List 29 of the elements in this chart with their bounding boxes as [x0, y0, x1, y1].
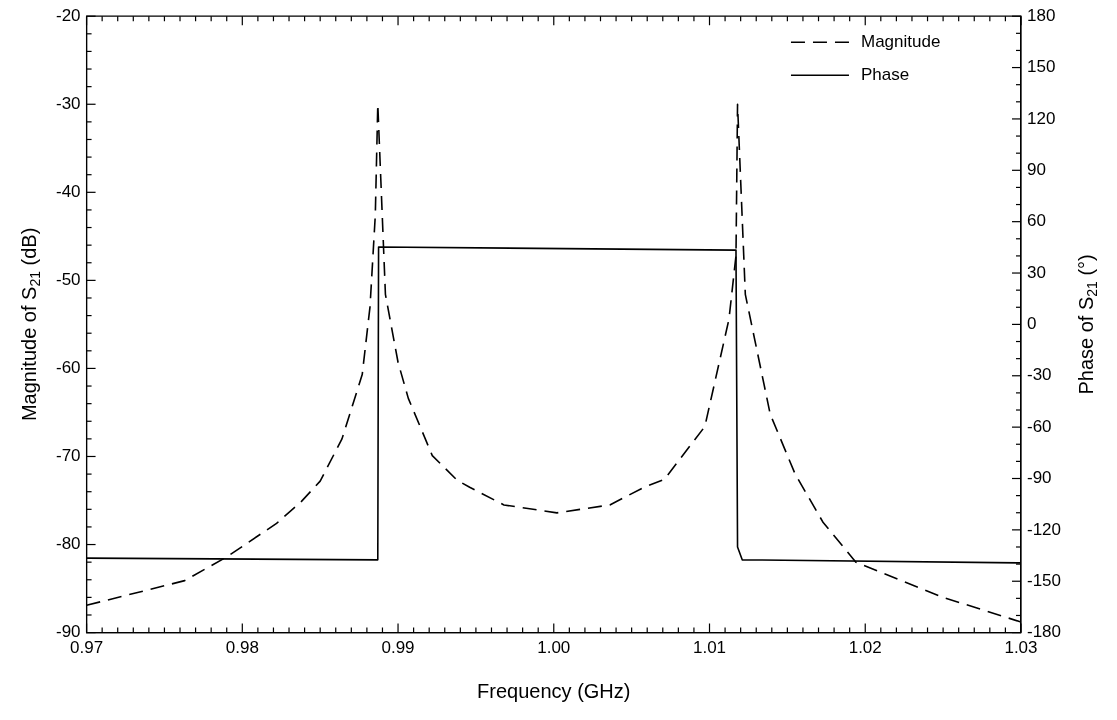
y-tick-label: -30 — [55, 93, 81, 113]
y-tick-label: -40 — [55, 182, 81, 201]
y2-tick-label: -120 — [1026, 519, 1062, 539]
y-tick-label: -80 — [55, 534, 81, 554]
y2-tick-label: -60 — [1026, 416, 1052, 436]
y-tick-label: -70 — [55, 446, 81, 466]
x-tick-label: 0.98 — [225, 638, 259, 658]
y2-tick-label: 150 — [1026, 57, 1056, 77]
x-tick-label: 0.99 — [381, 638, 415, 658]
y-tick-label: -50 — [55, 270, 81, 290]
legend-label: Phase — [860, 64, 910, 84]
x-tick-label: 1.00 — [537, 638, 571, 658]
y2-tick-label: -150 — [1026, 570, 1062, 590]
y-axis-title: Magnitude of S21 (dB) — [17, 227, 43, 422]
y2-axis-title: Phase of S21 (°) — [1074, 254, 1100, 395]
y-tick-label: -60 — [55, 358, 81, 378]
y2-tick-label: 30 — [1026, 262, 1046, 282]
y-tick-label: -20 — [55, 5, 81, 25]
y2-tick-label: 180 — [1026, 5, 1056, 25]
y2-tick-label: 90 — [1026, 159, 1046, 179]
x-tick-label: 1.02 — [848, 638, 882, 658]
y2-tick-label: -30 — [1026, 365, 1052, 385]
legend-label: Magnitude — [860, 31, 941, 51]
y2-tick-label: 0 — [1026, 314, 1037, 334]
x-axis-title: Frequency (GHz) — [477, 679, 631, 702]
y2-tick-label: 120 — [1026, 108, 1056, 128]
y2-tick-label: -90 — [1026, 468, 1052, 488]
y2-tick-label: 60 — [1026, 211, 1046, 231]
x-tick-label: 1.01 — [692, 638, 727, 658]
